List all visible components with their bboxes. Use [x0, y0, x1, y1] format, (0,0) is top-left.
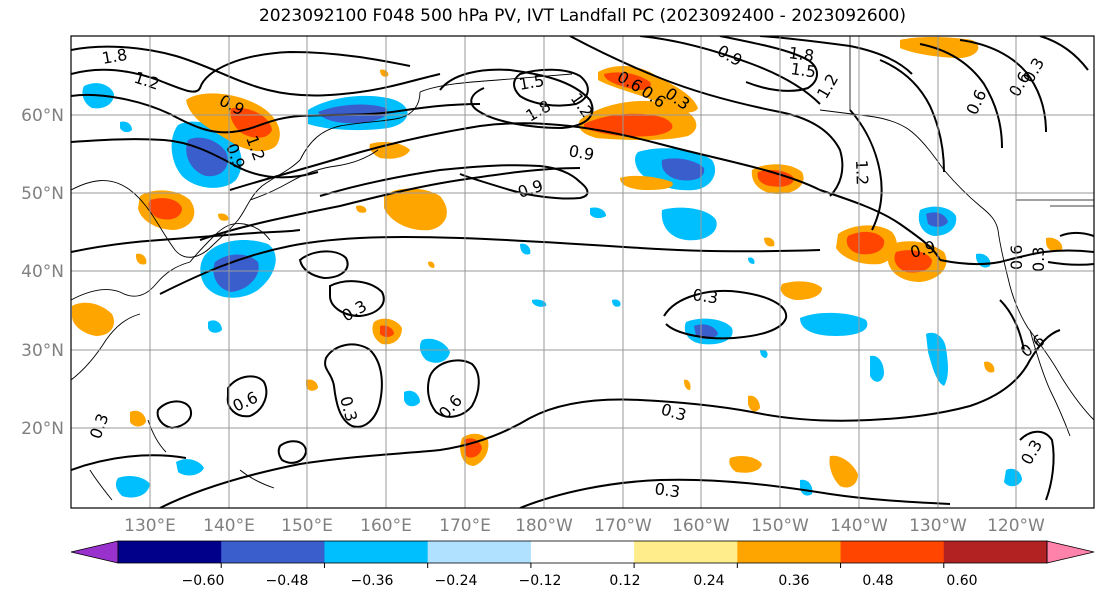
colorbar-segment [324, 541, 429, 563]
colorbar-tick-label: −0.24 [435, 573, 478, 589]
colorbar-tick-label: −0.12 [519, 573, 562, 589]
colorbar-tick-labels: −0.60 −0.48 −0.36 −0.24 −0.12 0.12 0.24 … [182, 573, 978, 589]
colorbar [70, 540, 1095, 568]
colorbar-tick-label: 0.24 [693, 573, 724, 589]
colorbar-segment [840, 541, 945, 563]
lon-label: 120°W [987, 516, 1045, 536]
lon-label: 160°E [360, 516, 412, 536]
lon-label: 150°W [751, 516, 809, 536]
colorbar-segment [943, 541, 1048, 563]
lon-label: 140°W [830, 516, 888, 536]
map-content: 1.8 1.2 0.9 1.5 1.8 1.2 0.6 0.9 1.5 1.8 … [71, 36, 1094, 508]
contour-label: 0.3 [653, 479, 681, 501]
colorbar-tick-label: 0.60 [946, 573, 977, 589]
contour-label: 1.8 [787, 43, 815, 65]
lon-label: 130°E [124, 516, 176, 536]
latitude-labels: 60°N 50°N 40°N 30°N 20°N [21, 106, 64, 439]
colorbar-extend-min [70, 540, 119, 564]
colorbar-segment [427, 541, 532, 563]
lat-label: 50°N [21, 184, 64, 204]
colorbar-tick-label: 0.36 [778, 573, 809, 589]
colorbar-tick-label: −0.48 [266, 573, 309, 589]
lat-label: 20°N [21, 419, 64, 439]
colorbar-segment [737, 541, 842, 563]
lat-label: 60°N [21, 106, 64, 126]
contour-label: 0.3 [1029, 247, 1048, 272]
lon-label: 160°W [672, 516, 730, 536]
lon-label: 150°E [281, 516, 333, 536]
contour-label: 1.5 [789, 59, 817, 81]
graticule [71, 36, 1094, 508]
colorbar-outline [117, 540, 1048, 564]
colorbar-segment [221, 541, 325, 563]
pv-contour-labels: 1.8 1.2 0.9 1.5 1.8 1.2 0.6 0.9 1.5 1.8 … [86, 41, 1049, 501]
map-frame [70, 35, 1095, 509]
contour-label: 1.2 [852, 159, 872, 185]
contour-label: 1.8 [100, 45, 128, 68]
lon-label: 130°W [909, 516, 967, 536]
colorbar-tick-label: −0.60 [182, 573, 225, 589]
colorbar-segment [118, 541, 222, 563]
colorbar-segment [634, 541, 738, 563]
longitude-labels: 130°E 140°E 150°E 160°E 170°E 180°W 170°… [124, 516, 1045, 536]
colorbar-extend-max [1046, 540, 1095, 564]
colorbar-tick-label: 0.12 [609, 573, 640, 589]
colorbar-segment [530, 541, 635, 563]
map-title: 2023092100 F048 500 hPa PV, IVT Landfall… [258, 6, 906, 26]
colorbar-tick-label: −0.36 [351, 573, 394, 589]
lon-label: 170°E [439, 516, 491, 536]
contour-label: 1.5 [517, 71, 545, 94]
contour-label: 0.3 [691, 285, 719, 307]
pv-contours [71, 36, 1094, 508]
contour-label: 0.9 [567, 141, 595, 164]
lat-label: 30°N [21, 341, 64, 361]
colorbar-tick-label: 0.48 [862, 573, 893, 589]
lon-label: 180°W [515, 516, 573, 536]
lon-label: 140°E [203, 516, 255, 536]
lat-label: 40°N [21, 262, 64, 282]
lon-label: 170°W [594, 516, 652, 536]
